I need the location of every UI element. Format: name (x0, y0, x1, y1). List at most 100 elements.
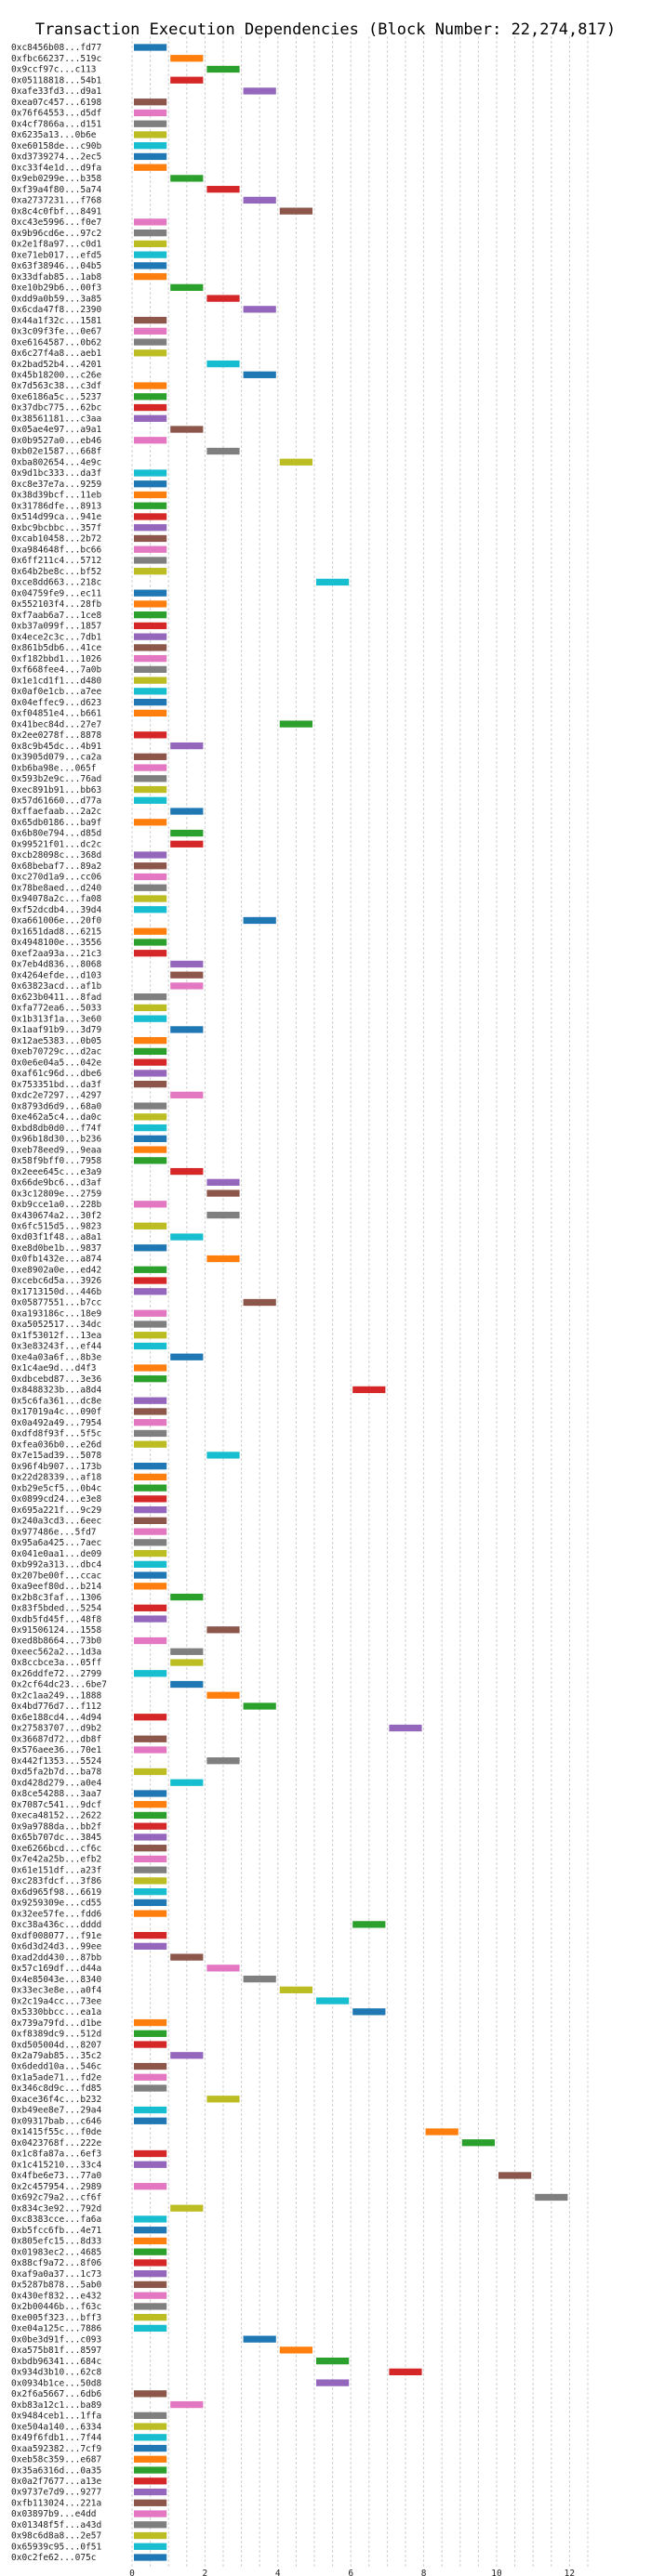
transaction-bar (134, 1015, 167, 1022)
transaction-bar (134, 1321, 167, 1328)
y-tick-label: 0x8488323b...a8d4 (11, 1386, 102, 1396)
y-tick-label: 0xafe33fd3...d9a1 (11, 86, 102, 97)
y-tick-label: 0x12ae5383...0b05 (11, 1036, 101, 1046)
y-tick-label: 0x0be3d91f...c093 (11, 2334, 101, 2345)
y-tick-label: 0x57d61660...d77a (11, 796, 101, 807)
y-tick-label: 0x1415f55c...f0de (11, 2127, 102, 2137)
transaction-bar (243, 1702, 276, 1710)
transaction-bar (134, 99, 167, 106)
transaction-bar (134, 709, 167, 716)
transaction-bar (243, 1298, 276, 1307)
y-tick-label: 0x6b80e794...d85d (11, 829, 101, 839)
transaction-bar (279, 2346, 312, 2354)
transaction-bar (134, 349, 167, 357)
y-tick-label: 0x65939c95...0f51 (11, 2542, 102, 2552)
y-tick-label: 0x4e85043e...8340 (11, 1975, 102, 1985)
y-tick-label: 0x63823acd...af1b (11, 981, 102, 992)
transaction-bar (243, 371, 276, 378)
transaction-bar (134, 2237, 167, 2245)
y-tick-label: 0xa9eef80d...b214 (11, 1582, 102, 1592)
y-tick-label: 0x5c6fa361...dc8e (11, 1396, 102, 1406)
y-tick-label: 0x834c3e92...792d (11, 2203, 101, 2214)
transaction-bar (134, 44, 167, 51)
y-tick-label: 0xc33f4e1d...d9fa (11, 163, 101, 173)
y-tick-label: 0x3c09f3fe...0e67 (11, 327, 101, 337)
transaction-bar (134, 611, 167, 619)
y-tick-label: 0xbdb96341...684c (11, 2357, 101, 2367)
transaction-bar (206, 360, 240, 368)
y-tick-label: 0x2b8c3faf...1306 (11, 1593, 102, 1603)
y-tick-label: 0x977486e...5fd7 (11, 1527, 97, 1537)
transaction-bar (206, 1452, 240, 1459)
transaction-bar (134, 469, 167, 477)
transaction-bar (134, 1811, 167, 1820)
transaction-bar (134, 1615, 167, 1623)
y-tick-label: 0xa661006e...20f0 (11, 916, 102, 927)
transaction-bar (134, 589, 167, 597)
y-tick-label: 0x207be00f...ccac (11, 1571, 101, 1581)
transaction-bar (134, 1899, 167, 1907)
y-tick-label: 0xeb78eed9...9eaa (11, 1145, 101, 1155)
y-tick-label: 0xdf008077...f91e (11, 1931, 102, 1941)
transaction-bar (134, 2554, 167, 2561)
y-tick-label: 0xd03f1f48...a8a1 (11, 1232, 102, 1242)
transaction-bar (134, 1201, 167, 1208)
transaction-bar (134, 688, 167, 695)
y-tick-label: 0x2c457954...2989 (11, 2182, 102, 2192)
y-tick-label: 0x05877551...b7cc (11, 1298, 101, 1308)
y-tick-label: 0x6e188cd4...4d94 (11, 1713, 102, 1723)
transaction-bar (134, 1157, 167, 1164)
y-tick-label: 0x88cf9a72...8f06 (11, 2258, 102, 2268)
y-tick-label: 0xdc2e7297...4297 (11, 1091, 101, 1101)
transaction-bar (170, 1648, 204, 1655)
y-tick-label: 0x6ff211c4...5712 (11, 556, 101, 566)
y-tick-label: 0x1f53012f...13ea (11, 1331, 101, 1341)
y-tick-label: 0x9eb0299e...b358 (11, 174, 102, 184)
y-tick-label: 0x68bebaf7...89a2 (11, 861, 101, 872)
y-tick-label: 0x03897b9...e4dd (11, 2509, 97, 2519)
transaction-bar (279, 207, 312, 215)
transaction-bar (134, 2149, 167, 2158)
y-tick-label: 0xaa592382...7cf9 (11, 2444, 102, 2454)
y-tick-label: 0xcebc6d5a...3926 (11, 1276, 102, 1286)
transaction-bar (134, 1473, 167, 1481)
transaction-bar (170, 1659, 204, 1666)
transaction-bar (134, 2390, 167, 2398)
transaction-bar (170, 76, 204, 84)
x-tick-label: 4 (275, 2569, 281, 2576)
y-tick-label: 0x0e6e04a5...042e (11, 1058, 102, 1068)
y-tick-label: 0xfa772ea6...5033 (11, 1004, 101, 1014)
y-tick-label: 0x442f1353...5524 (11, 1756, 102, 1767)
transaction-bar (243, 916, 276, 925)
y-tick-label: 0xe005f323...bff3 (11, 2313, 101, 2323)
y-tick-label: 0x3c12809e...2759 (11, 1189, 102, 1199)
transaction-bar (206, 186, 240, 193)
x-tick-labels: 0 2 4 6 8 10 12 (129, 2569, 575, 2576)
y-tick-label: 0xe04a125c...7886 (11, 2324, 102, 2334)
transaction-bar (206, 1211, 240, 1219)
transaction-bar (134, 131, 167, 138)
transaction-bar (206, 2096, 240, 2103)
transaction-bar (352, 1921, 386, 1928)
transaction-bar (352, 2008, 386, 2016)
y-tick-label: 0x4cf7866a...d151 (11, 119, 102, 129)
transaction-bar (425, 2128, 458, 2136)
transaction-bar (389, 2368, 422, 2376)
transaction-bar (243, 306, 276, 313)
transaction-bar (206, 1189, 240, 1197)
y-tick-label: 0xd505004d...8207 (11, 2040, 101, 2050)
transaction-bar (134, 851, 167, 859)
y-tick-label: 0x1c8fa87a...6ef3 (11, 2149, 101, 2160)
transaction-bar (134, 229, 167, 237)
transaction-bar (134, 2444, 167, 2452)
y-tick-label: 0xcb28098c...368d (11, 850, 101, 861)
transaction-bar (134, 2259, 167, 2267)
transaction-bar (279, 458, 312, 466)
transaction-bar (134, 764, 167, 771)
transaction-bar (134, 164, 167, 171)
y-tick-label: 0x934d3b10...62c8 (11, 2368, 102, 2378)
y-tick-label: 0x3e83243f...ef44 (11, 1342, 102, 1352)
transaction-bar (170, 1026, 204, 1033)
transaction-bar (134, 1855, 167, 1863)
transaction-bar (206, 1757, 240, 1765)
